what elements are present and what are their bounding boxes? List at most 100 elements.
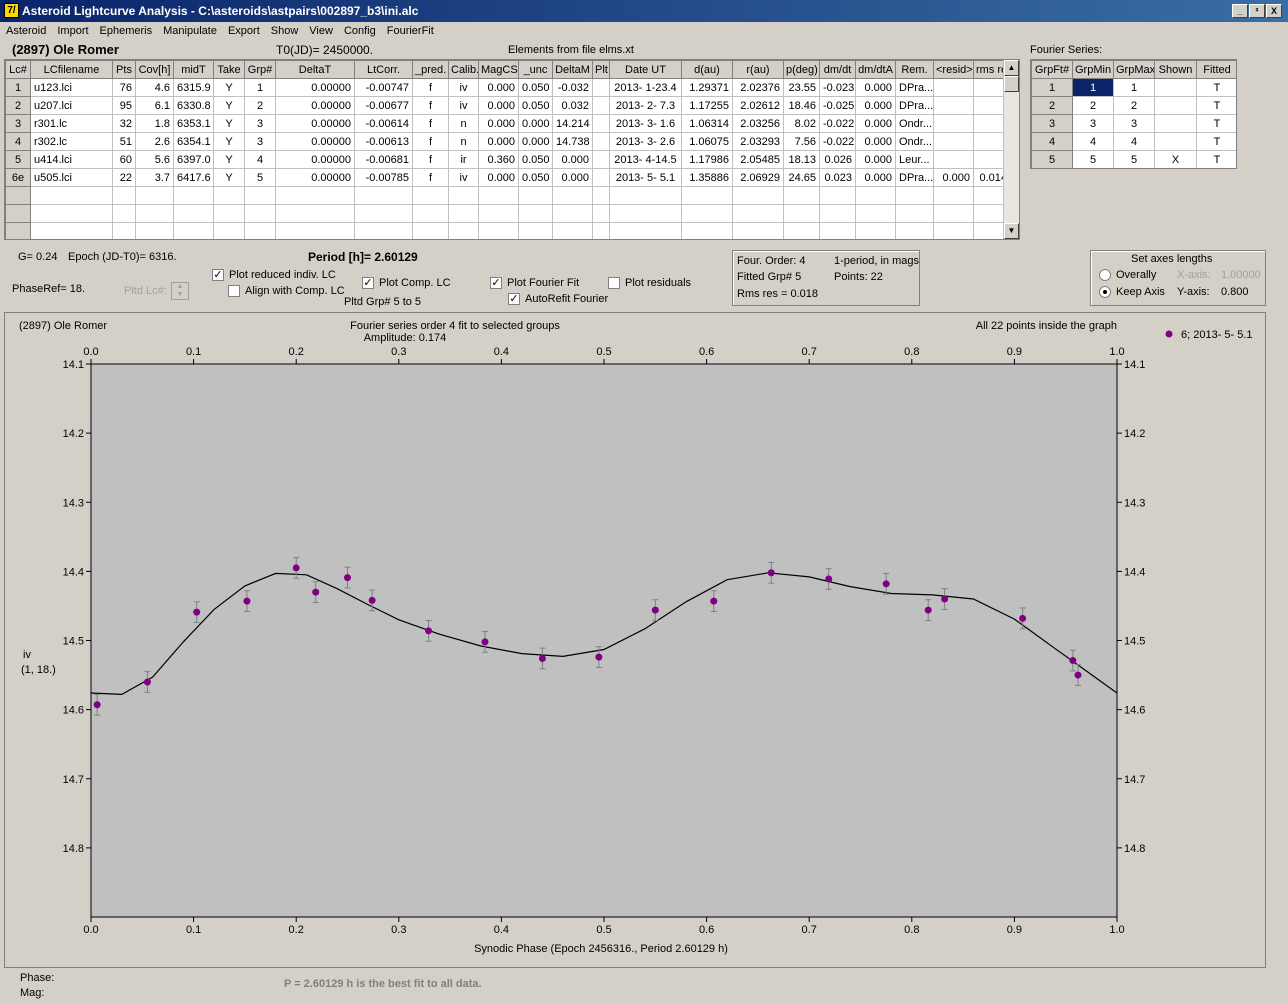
- table-cell[interactable]: 6.1: [135, 96, 174, 115]
- table-cell[interactable]: -0.00785: [354, 168, 413, 187]
- scroll-thumb[interactable]: [1004, 76, 1019, 92]
- table-cell[interactable]: 5: [5, 150, 31, 169]
- table-cell[interactable]: [609, 204, 682, 223]
- plot-comp-checkbox[interactable]: ✓ Plot Comp. LC: [362, 277, 451, 290]
- table-cell[interactable]: [173, 222, 214, 239]
- table-cell[interactable]: DPra...: [895, 168, 934, 187]
- fourier-cell[interactable]: 5: [1031, 150, 1073, 168]
- data-point[interactable]: [368, 596, 376, 604]
- table-cell[interactable]: [448, 204, 479, 223]
- fourier-cell[interactable]: 3: [1113, 114, 1155, 133]
- menu-show[interactable]: Show: [270, 25, 299, 37]
- table-cell[interactable]: [354, 222, 413, 239]
- table-cell[interactable]: [819, 204, 856, 223]
- table-cell[interactable]: 0.00000: [275, 114, 355, 133]
- fourier-cell[interactable]: 2: [1031, 96, 1073, 115]
- table-cell[interactable]: [609, 222, 682, 239]
- table-cell[interactable]: [895, 204, 934, 223]
- table-cell[interactable]: n: [448, 114, 479, 133]
- table-cell[interactable]: [412, 186, 449, 205]
- table-cell[interactable]: [213, 204, 245, 223]
- menu-config[interactable]: Config: [343, 25, 376, 37]
- table-cell[interactable]: 18.13: [783, 150, 820, 169]
- table-cell[interactable]: [478, 204, 519, 223]
- table-cell[interactable]: 0.000: [478, 132, 519, 151]
- table-cell[interactable]: 6353.1: [173, 114, 214, 133]
- table-cell[interactable]: 6397.0: [173, 150, 214, 169]
- data-point[interactable]: [595, 653, 603, 661]
- table-cell[interactable]: [933, 204, 974, 223]
- table-cell[interactable]: 95: [112, 96, 136, 115]
- table-cell[interactable]: [448, 186, 479, 205]
- table-cell[interactable]: [592, 114, 610, 133]
- table-cell[interactable]: 0.050: [518, 168, 553, 187]
- table-cell[interactable]: [135, 222, 174, 239]
- data-point[interactable]: [193, 608, 201, 616]
- column-header[interactable]: Take: [213, 60, 245, 79]
- column-header[interactable]: _pred.: [412, 60, 449, 79]
- table-cell[interactable]: [244, 204, 276, 223]
- table-cell[interactable]: 0.00000: [275, 132, 355, 151]
- table-cell[interactable]: [518, 204, 553, 223]
- table-cell[interactable]: [275, 186, 355, 205]
- table-cell[interactable]: 0.000: [855, 96, 896, 115]
- data-point[interactable]: [425, 627, 433, 635]
- menu-view[interactable]: View: [309, 25, 333, 37]
- table-cell[interactable]: -0.022: [819, 114, 856, 133]
- table-cell[interactable]: Y: [213, 96, 245, 115]
- fourier-cell[interactable]: 5: [1113, 150, 1155, 168]
- menu-ephemeris[interactable]: Ephemeris: [99, 25, 153, 37]
- table-cell[interactable]: 0.000: [933, 168, 974, 187]
- table-cell[interactable]: 2.06929: [732, 168, 784, 187]
- table-cell[interactable]: 2013- 3- 1.6: [609, 114, 682, 133]
- table-cell[interactable]: 0.026: [819, 150, 856, 169]
- fourier-cell[interactable]: T: [1196, 150, 1236, 168]
- table-cell[interactable]: 6330.8: [173, 96, 214, 115]
- fourier-cell[interactable]: X: [1154, 150, 1197, 168]
- table-cell[interactable]: ir: [448, 150, 479, 169]
- fourier-cell[interactable]: [1154, 132, 1197, 151]
- table-cell[interactable]: [244, 186, 276, 205]
- table-cell[interactable]: 7.56: [783, 132, 820, 151]
- table-cell[interactable]: [819, 186, 856, 205]
- column-header[interactable]: dm/dt: [819, 60, 856, 79]
- fourier-cell[interactable]: 1: [1031, 78, 1073, 97]
- table-cell[interactable]: [732, 186, 784, 205]
- column-header[interactable]: d(au): [681, 60, 733, 79]
- table-cell[interactable]: 2.03256: [732, 114, 784, 133]
- data-point[interactable]: [243, 597, 251, 605]
- data-point[interactable]: [882, 580, 890, 588]
- data-point[interactable]: [1069, 657, 1077, 665]
- table-cell[interactable]: [592, 204, 610, 223]
- column-header[interactable]: LtCorr.: [354, 60, 413, 79]
- table-cell[interactable]: [895, 222, 934, 239]
- table-cell[interactable]: 23.55: [783, 78, 820, 97]
- fourier-cell[interactable]: 1: [1072, 78, 1114, 97]
- table-cell[interactable]: f: [412, 150, 449, 169]
- column-header[interactable]: _unc: [518, 60, 553, 79]
- menu-manipulate[interactable]: Manipulate: [163, 25, 217, 37]
- scroll-down-icon[interactable]: ▼: [1004, 223, 1019, 239]
- table-cell[interactable]: 2.02376: [732, 78, 784, 97]
- column-header[interactable]: Date UT: [609, 60, 682, 79]
- table-cell[interactable]: [552, 222, 593, 239]
- table-cell[interactable]: n: [448, 132, 479, 151]
- table-cell[interactable]: -0.025: [819, 96, 856, 115]
- column-header[interactable]: Grp#: [244, 60, 276, 79]
- autorefit-checkbox[interactable]: ✓ AutoRefit Fourier: [508, 293, 608, 306]
- table-cell[interactable]: 4.6: [135, 78, 174, 97]
- table-cell[interactable]: [592, 78, 610, 97]
- fourier-cell[interactable]: 4: [1072, 132, 1114, 151]
- table-cell[interactable]: [933, 132, 974, 151]
- table-cell[interactable]: 0.023: [819, 168, 856, 187]
- table-cell[interactable]: Leur...: [895, 150, 934, 169]
- table-cell[interactable]: [592, 150, 610, 169]
- empty-row[interactable]: [5, 186, 1011, 205]
- table-cell[interactable]: -0.00681: [354, 150, 413, 169]
- table-cell[interactable]: [681, 222, 733, 239]
- table-cell[interactable]: 2.6: [135, 132, 174, 151]
- table-cell[interactable]: [933, 78, 974, 97]
- table-cell[interactable]: 0.000: [855, 78, 896, 97]
